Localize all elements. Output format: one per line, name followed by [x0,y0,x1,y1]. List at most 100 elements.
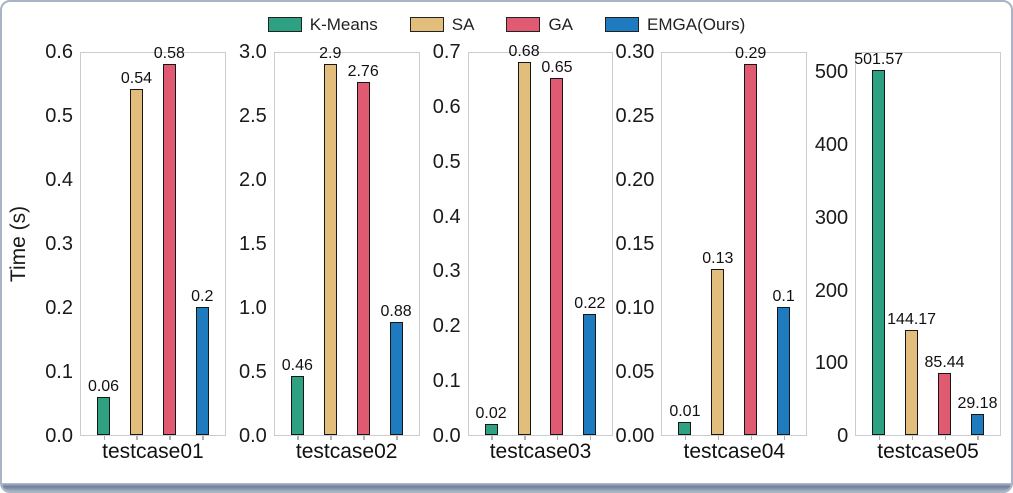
bar-value-label: 2.76 [347,63,379,80]
x-tick-mark [103,436,105,440]
bar-group-sa: 144.17 [887,312,936,440]
y-tick-label: 0.00 [615,425,655,447]
y-tick-label: 0.3 [432,260,461,283]
y-tick-label: 0.1 [45,361,73,383]
y-tick-label: 0.6 [432,95,461,118]
bar-group-ga: 0.58 [154,46,185,440]
subplot-testcase02: 0.0 0.5 1.0 1.5 2.0 2.5 3.0 0.46 2.9 2.76 0.88 test… [226,42,420,464]
y-axis: 0.0 0.5 1.0 1.5 2.0 2.5 3.0 [226,42,274,446]
x-tick-mark [202,436,204,440]
y-tick-label: 500 [814,61,849,84]
y-axis-title: Time (s) [7,205,30,283]
x-axis-label: testcase04 [683,440,786,463]
y-tick-label: 0.2 [45,297,73,319]
legend-swatch-emga-ours [605,16,640,32]
subplot-testcase01: 0.0 0.1 0.2 0.3 0.4 0.5 0.6 0.06 0.54 0.58 0.2 test… [32,42,226,464]
plot-area: 0.01 0.13 0.29 0.1 [661,46,808,440]
x-tick-mark [750,436,753,440]
bar-group-k-means: 0.06 [88,379,119,440]
plot-row: 0.0 0.5 1.0 1.5 2.0 2.5 3.0 0.46 2.9 2.76 0.88 [226,42,420,446]
bar-group-emga-ours: 0.1 [773,289,795,440]
x-tick-mark [589,436,592,440]
x-axis-label: testcase05 [877,440,979,463]
x-tick-mark [136,436,138,440]
legend-item-k-means: K-Means [267,16,378,33]
bar-group-sa: 2.9 [319,46,341,440]
bar-value-label: 0.54 [120,70,152,87]
bar-value-label: 0.13 [702,250,734,267]
bar-group-k-means: 0.01 [669,404,700,440]
plot-area: 0.02 0.68 0.65 0.22 [467,44,614,440]
plot-area: 0.06 0.54 0.58 0.2 [80,46,226,440]
plot-row: 0.0 0.1 0.2 0.3 0.4 0.5 0.6 0.7 0.02 0.68 0.65 0.22 [420,42,614,446]
bar-value-label: 0.02 [475,405,507,422]
bar-sa [905,330,919,435]
subplot-testcase04: 0.00 0.05 0.10 0.15 0.20 0.25 0.30 0.01 0.13 0.29… [613,42,808,464]
bar-group-k-means: 0.02 [476,406,507,440]
legend-swatch-k-means [267,16,302,32]
y-tick-label: 0.15 [615,233,655,255]
y-tick-label: 0.5 [432,150,461,173]
legend-item-emga-ours: EMGA(Ours) [605,16,745,33]
bar-ga [550,78,564,435]
y-tick-label: 0.4 [45,169,73,191]
x-tick-mark [491,436,493,440]
y-tick-label: 0.0 [432,425,461,447]
bar-value-label: 0.46 [281,357,313,374]
bar-group-sa: 0.13 [702,251,733,440]
bar-value-label: 2.9 [319,45,342,62]
bar-value-label: 0.01 [669,403,701,420]
bar-emga-ours [777,307,791,435]
bar-value-label: 0.68 [508,43,540,60]
y-tick-label: 300 [814,206,849,229]
bar-emga-ours [389,322,403,435]
bar-group-sa: 0.54 [121,71,152,440]
y-tick-label: 2.5 [238,105,267,127]
bar-emga-ours [970,414,984,435]
bar-k-means [678,422,692,435]
y-tick-label: 2.0 [238,169,267,191]
bar-value-label: 0.22 [574,295,606,312]
x-tick-mark [363,436,365,440]
x-tick-mark [396,436,398,440]
legend-item-ga: GA [506,16,573,33]
y-axis: 0.0 0.1 0.2 0.3 0.4 0.5 0.6 0.7 [420,42,468,446]
bar-value-label: 0.88 [380,303,412,320]
y-tick-label: 100 [814,352,849,375]
y-tick-label: 0.05 [615,361,655,383]
bar-value-label: 0.58 [153,45,185,62]
bar-group-ga: 2.76 [348,64,379,440]
bar-sa [517,62,531,435]
bar-group-emga-ours: 0.22 [574,296,605,440]
y-axis: 0.00 0.05 0.10 0.15 0.20 0.25 0.30 [613,42,661,446]
y-tick-label: 1.5 [238,233,267,255]
bar-k-means [290,376,304,435]
bar-group-emga-ours: 0.2 [191,289,213,440]
x-tick-mark [911,436,914,440]
y-tick-label: 0.7 [432,41,461,63]
bar-sa [711,269,725,435]
bar-group-emga-ours: 29.18 [957,396,997,440]
x-tick-mark [717,436,720,440]
y-tick-label: 0.10 [615,297,655,319]
legend-label: EMGA(Ours) [647,14,746,34]
bar-group-k-means: 0.46 [282,358,313,440]
bar-emga-ours [583,314,597,435]
bar-value-label: 501.57 [854,51,904,68]
bar-group-sa: 0.68 [508,44,540,440]
plot-row: 0.0 0.1 0.2 0.3 0.4 0.5 0.6 0.06 0.54 0.58 0.2 [32,42,226,446]
bar-value-label: 0.2 [191,288,214,305]
bar-value-label: 144.17 [887,311,937,328]
x-tick-mark [878,436,881,440]
x-tick-mark [944,436,947,440]
x-tick-mark [297,436,299,440]
x-axis-label: testcase02 [295,440,398,463]
y-tick-label: 0.25 [615,105,655,127]
x-tick-mark [556,436,559,440]
y-tick-label: 0.5 [45,105,73,127]
legend-swatch-ga [506,16,541,32]
figure-body: Time (s) 0.0 0.1 0.2 0.3 0.4 0.5 0.6 0.06 0.54 0.… [2,38,1011,464]
charts-row: 0.0 0.1 0.2 0.3 0.4 0.5 0.6 0.06 0.54 0.58 0.2 test… [32,42,1001,464]
bar-k-means [872,70,886,435]
